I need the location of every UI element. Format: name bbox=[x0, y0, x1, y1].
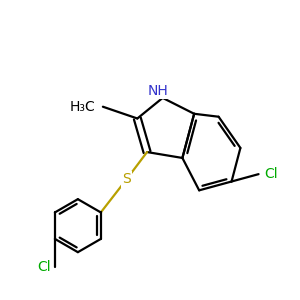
Text: Cl: Cl bbox=[264, 167, 278, 181]
Text: NH: NH bbox=[148, 83, 169, 98]
Text: Cl: Cl bbox=[37, 260, 50, 274]
Text: H₃C: H₃C bbox=[70, 100, 95, 114]
Text: S: S bbox=[122, 172, 131, 186]
